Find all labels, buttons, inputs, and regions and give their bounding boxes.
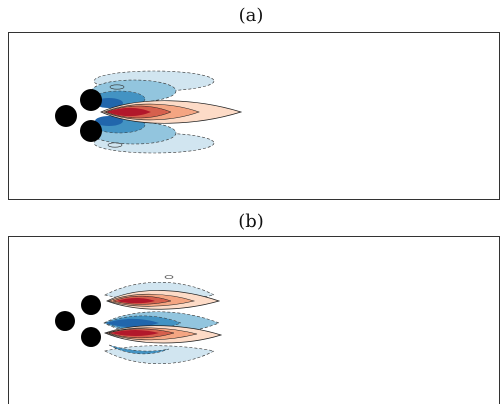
panel-a-positive-wake xyxy=(100,100,243,124)
panel-b-lower-mid-lobe xyxy=(108,344,170,355)
panel-b-label: (b) xyxy=(238,211,264,232)
panel-a-label: (a) xyxy=(238,5,264,26)
panel-a-frame xyxy=(8,32,500,200)
panel-b-frame xyxy=(8,236,500,404)
panel-b-flow-field xyxy=(55,275,223,365)
panel-b-bottom-cylinder xyxy=(81,327,101,347)
panel-a-bottom-cylinder xyxy=(80,120,102,142)
panel-b-lower-positive-lobe xyxy=(104,325,223,344)
panel-a-small-contour-top xyxy=(109,84,125,90)
panel-a-front-cylinder xyxy=(55,105,77,127)
panel-a-top-cylinder xyxy=(80,89,102,111)
panel-a-upper-core-lobe xyxy=(95,98,123,108)
panel-a-small-contour-bottom xyxy=(107,142,123,148)
panel-b-small-contour-top xyxy=(164,275,174,279)
panel-b-upper-positive-lobe xyxy=(106,290,221,310)
panel-b-top-cylinder xyxy=(81,295,101,315)
panel-a-flow-field xyxy=(55,70,243,154)
panel-b-cylinders xyxy=(55,295,101,347)
panel-b-upper-wake-core xyxy=(117,298,155,304)
panel-b-center-core-lobe xyxy=(106,318,159,328)
panel-b-front-cylinder xyxy=(55,311,75,331)
panel-a-wake-core xyxy=(107,107,151,117)
panel-a-cylinders xyxy=(55,89,102,142)
panel-b-lower-wake-core xyxy=(111,330,159,336)
panel-a-lower-core-lobe xyxy=(95,116,123,126)
